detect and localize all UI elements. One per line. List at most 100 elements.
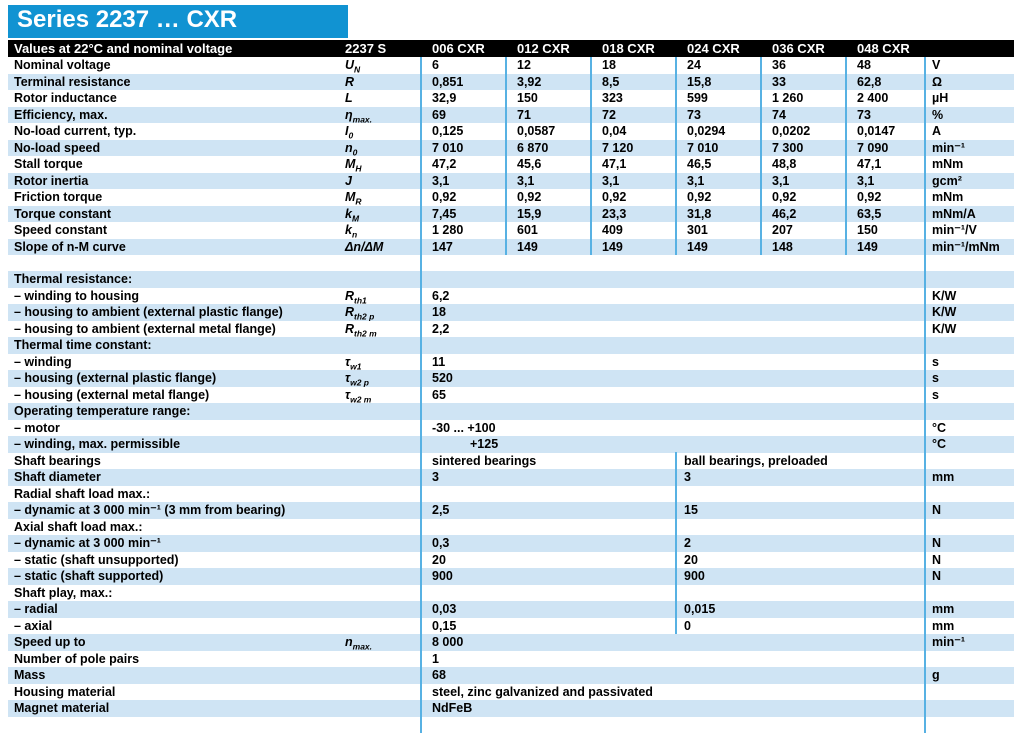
value-cell: 2 400: [857, 91, 889, 105]
motor-row: Speed constant kn 1 280 601 409 301 207 150 min⁻…: [8, 222, 1014, 240]
symbol-cell: τw2 p: [345, 371, 370, 388]
symbol-cell: τw2 m: [345, 387, 372, 405]
spec-row: Housing material steel, zinc galvanized a…: [8, 684, 1014, 701]
symbol-cell: MH: [345, 157, 362, 174]
row-label: – radial: [14, 602, 58, 616]
value-cell: 7 300: [772, 140, 804, 155]
value-cell: 46,5: [687, 157, 712, 171]
value-cell: 3,1: [602, 173, 620, 188]
row-label: Magnet material: [14, 701, 110, 715]
spec-row: – winding, max. permissible +125 °C: [8, 436, 1014, 453]
value-cell-right: 3: [684, 470, 691, 484]
row-label: – housing (external metal flange): [14, 387, 210, 402]
motor-row: Stall torque MH 47,2 45,6 47,1 46,5 48,8 47,1 mN…: [8, 156, 1014, 174]
value-cell: 45,6: [517, 157, 542, 171]
row-label: Torque constant: [14, 206, 111, 221]
value-cell: 7 120: [602, 140, 634, 155]
value-cell: 149: [517, 239, 538, 254]
value-cell: 8 000: [432, 635, 464, 649]
value-cell: 48: [857, 58, 871, 72]
column-separator-line: [760, 57, 762, 255]
spec-row: – static (shaft unsupported) 20 20 N: [8, 552, 1014, 569]
unit-cell: Ω: [932, 74, 943, 89]
value-cell: steel, zinc galvanized and passivated: [432, 684, 653, 699]
value-cell: 63,5: [857, 206, 882, 221]
row-label: Number of pole pairs: [14, 651, 140, 666]
value-cell: 3,1: [432, 173, 450, 188]
column-separator-line: [590, 57, 592, 255]
value-cell: 149: [687, 239, 708, 254]
header-conditions-label: Values at 22°C and nominal voltage: [14, 41, 233, 56]
symbol-cell: τw1: [345, 354, 362, 372]
unit-cell: mm: [932, 602, 955, 616]
row-label: – winding, max. permissible: [14, 437, 181, 451]
value-cell: 520: [432, 371, 453, 385]
value-cell: 0,0202: [772, 124, 811, 138]
value-cell: 0,0147: [857, 124, 896, 138]
column-separator-line: [675, 452, 677, 634]
spec-data-section: Thermal resistance: – winding to housing R…: [8, 271, 1014, 717]
header-variant-018: 018 CXR: [602, 41, 655, 56]
value-cell: 18: [432, 305, 446, 319]
unit-cell: °C: [932, 420, 947, 435]
table-header-row: Values at 22°C and nominal voltage 2237 …: [8, 40, 1014, 57]
row-label: – housing to ambient (external metal fla…: [14, 321, 276, 336]
column-separator-line: [845, 57, 847, 255]
value-cell: 47,1: [602, 157, 627, 171]
symbol-cell: nmax.: [345, 635, 373, 652]
motor-row: No-load current, typ. I0 0,125 0,0587 0,04 0,…: [8, 123, 1014, 141]
value-cell: 47,2: [432, 157, 457, 171]
value-cell: 46,2: [772, 206, 797, 221]
unit-cell: N: [932, 503, 942, 517]
row-label: – dynamic at 3 000 min⁻¹ (3 mm from bear…: [14, 503, 286, 517]
spec-row: Thermal resistance:: [8, 271, 1014, 288]
unit-cell: A: [932, 124, 942, 138]
unit-cell: g: [932, 668, 940, 682]
row-label: – winding: [14, 354, 72, 369]
unit-cell: mNm: [932, 190, 964, 204]
value-cell: 47,1: [857, 157, 882, 171]
spec-row: Thermal time constant:: [8, 337, 1014, 354]
value-cell: 3,1: [772, 173, 790, 188]
value-cell: 24: [687, 58, 701, 72]
spec-row: Magnet material NdFeB: [8, 700, 1014, 717]
value-cell: 2,5: [432, 503, 450, 517]
unit-cell: min⁻¹/V: [932, 223, 977, 237]
value-cell: 0,92: [687, 190, 712, 204]
unit-cell: K/W: [932, 321, 957, 336]
motor-row: Nominal voltage UN 6 12 18 24 36 48 V: [8, 57, 1014, 75]
symbol-cell: L: [345, 91, 353, 105]
value-cell-right: 0,015: [684, 602, 716, 616]
header-variant-006: 006 CXR: [432, 41, 485, 56]
spec-row: – axial 0,15 0 mm: [8, 618, 1014, 635]
value-cell: 0,92: [517, 190, 542, 204]
header-variant-012: 012 CXR: [517, 41, 570, 56]
value-cell: 18: [602, 58, 616, 72]
value-cell: sintered bearings: [432, 453, 537, 468]
value-cell: 12: [517, 58, 531, 72]
value-cell-right: 2: [684, 536, 691, 550]
row-label: – dynamic at 3 000 min⁻¹: [14, 536, 161, 550]
row-label: – static (shaft unsupported): [14, 552, 179, 567]
value-cell: 409: [602, 223, 623, 237]
value-cell: 0,3: [432, 536, 450, 550]
spec-row: – radial 0,03 0,015 mm: [8, 601, 1014, 618]
row-label: Rotor inductance: [14, 91, 117, 105]
symbol-cell: Rth1: [345, 288, 367, 306]
value-cell: -30 ... +100: [432, 420, 496, 435]
value-cell-right: 20: [684, 552, 698, 567]
motor-row: Friction torque MR 0,92 0,92 0,92 0,92 0,92 0,9…: [8, 189, 1014, 207]
row-label: Rotor inertia: [14, 173, 89, 188]
row-label: Stall torque: [14, 157, 83, 171]
value-cell: NdFeB: [432, 701, 473, 715]
value-cell: 0,0294: [687, 124, 726, 138]
value-cell: 62,8: [857, 74, 882, 89]
row-label: Shaft diameter: [14, 470, 101, 484]
value-cell: 3,1: [517, 173, 535, 188]
value-cell: 72: [602, 107, 616, 122]
symbol-cell: Rth2 p: [345, 305, 375, 322]
value-cell: 0,125: [432, 124, 464, 138]
value-cell: 301: [687, 223, 708, 237]
row-label: No-load current, typ.: [14, 124, 137, 138]
